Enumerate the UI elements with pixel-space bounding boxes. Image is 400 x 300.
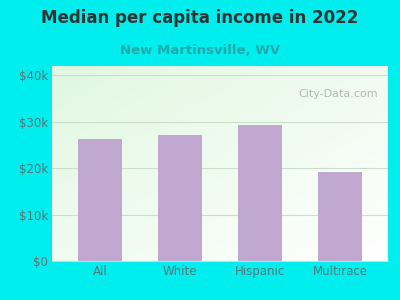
Bar bbox=[78, 140, 122, 261]
Text: Median per capita income in 2022: Median per capita income in 2022 bbox=[41, 9, 359, 27]
Text: New Martinsville, WV: New Martinsville, WV bbox=[120, 44, 280, 56]
Bar bbox=[318, 172, 362, 261]
Bar bbox=[238, 125, 282, 261]
Text: City-Data.com: City-Data.com bbox=[298, 89, 378, 99]
Bar bbox=[158, 135, 202, 261]
